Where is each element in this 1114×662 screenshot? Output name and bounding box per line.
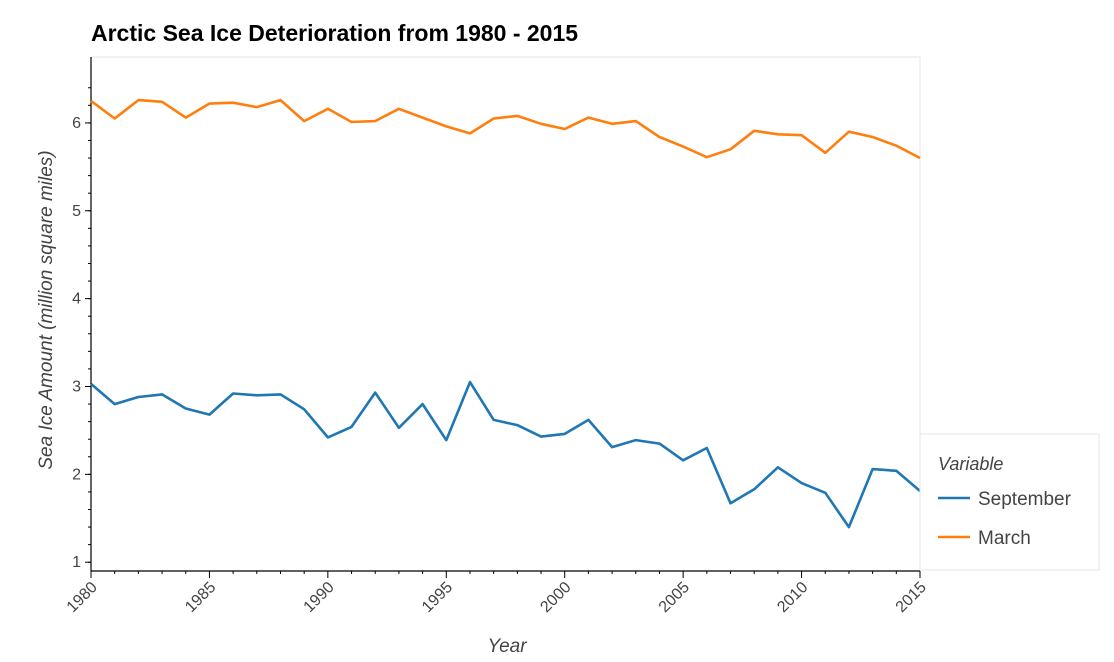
x-tick-label: 1990 (301, 579, 338, 616)
series-line-september (90, 380, 921, 529)
x-axis-title: Year (487, 636, 527, 657)
legend: Variable September March (919, 433, 1100, 571)
x-axis: 1980 1985 1990 1995 2000 2005 2010 2015 (64, 570, 930, 616)
chart-title: Arctic Sea Ice Deterioration from 1980 -… (91, 20, 578, 46)
x-tick-label: 1980 (64, 579, 101, 616)
legend-title: Variable (938, 454, 1003, 474)
plot-area (90, 56, 921, 572)
x-tick-label: 1995 (419, 579, 456, 616)
x-tick-label: 2015 (893, 579, 930, 616)
series-layer (90, 98, 921, 529)
series-line-march (90, 98, 921, 160)
legend-label-september: September (978, 489, 1072, 510)
legend-label-march: March (978, 528, 1031, 549)
y-tick-label: 3 (72, 378, 81, 395)
y-tick-label: 2 (72, 466, 81, 483)
x-tick-label: 1985 (182, 579, 219, 616)
y-tick-label: 1 (72, 554, 81, 571)
x-tick-label: 2000 (537, 579, 574, 616)
legend-items: September March (938, 489, 1072, 549)
legend-box (919, 433, 1100, 571)
y-axis-title: Sea Ice Amount (million square miles) (36, 150, 57, 469)
y-tick-label: 5 (72, 203, 81, 220)
y-axis: 1 2 3 4 5 6 (72, 57, 92, 571)
y-tick-label: 6 (72, 115, 81, 132)
x-tick-label: 2005 (656, 579, 693, 616)
x-tick-label: 2010 (774, 579, 811, 616)
y-tick-label: 4 (72, 291, 81, 308)
